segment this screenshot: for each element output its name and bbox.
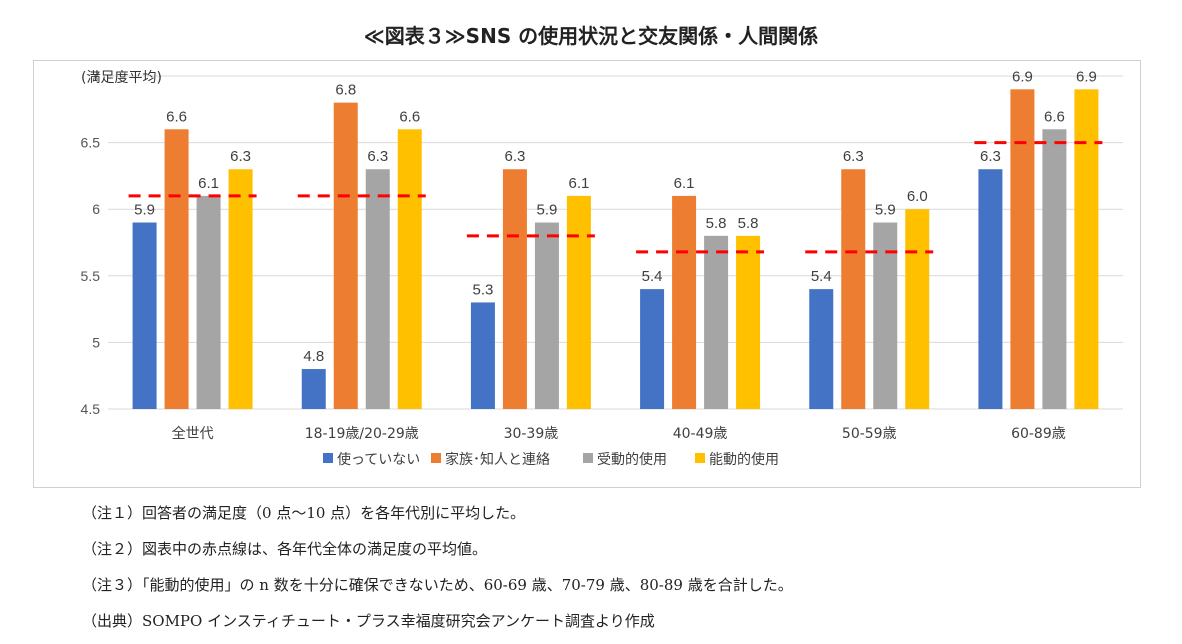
note-3: （注３）「能動的使用」の n 数を十分に確保できないため、60-69 歳、70-… — [82, 576, 793, 594]
bar — [704, 235, 729, 409]
y-tick-label: 7 — [92, 68, 100, 84]
legend-label: 家族･知人と連絡 — [445, 451, 550, 468]
bar — [566, 195, 591, 409]
y-tick-label: 6 — [92, 201, 100, 217]
data-label: 5.4 — [642, 268, 663, 285]
x-tick-label: 30-39歳 — [504, 426, 559, 442]
x-tick-label: 全世代 — [172, 425, 214, 442]
x-tick-label: 60-89歳 — [1011, 426, 1066, 442]
bar — [905, 209, 930, 409]
bar — [365, 169, 390, 409]
data-label: 6.1 — [198, 175, 219, 192]
bar — [640, 289, 665, 409]
bar — [841, 169, 866, 409]
data-label: 5.8 — [738, 215, 759, 232]
data-label: 6.9 — [1012, 68, 1033, 85]
source-note: （出典）SOMPO インスティチュート・プラス幸福度研究会アンケート調査より作成 — [82, 612, 655, 630]
y-tick-label: 4.5 — [81, 401, 101, 417]
bar — [736, 235, 761, 409]
data-label: 6.3 — [230, 148, 251, 165]
data-label: 6.3 — [843, 148, 864, 165]
chart-frame — [33, 60, 1141, 488]
data-label: 5.4 — [811, 268, 832, 285]
bar — [873, 222, 898, 409]
legend-label: 使っていない — [337, 451, 420, 468]
y-axis-label: (満足度平均) — [81, 70, 162, 86]
bar — [809, 289, 834, 409]
bar — [132, 222, 157, 409]
data-label: 5.8 — [706, 215, 727, 232]
bar — [978, 169, 1003, 409]
data-label: 6.6 — [399, 108, 420, 125]
data-label: 6.1 — [568, 175, 589, 192]
chart-title: ≪図表３≫SNS の使用状況と交友関係・人間関係 — [363, 24, 819, 48]
data-label: 6.8 — [335, 82, 356, 99]
data-label: 4.8 — [303, 348, 324, 365]
bar — [502, 169, 527, 409]
bar — [196, 195, 221, 409]
bar — [672, 195, 697, 409]
bar — [1074, 89, 1099, 409]
data-label: 5.9 — [875, 202, 896, 219]
bar-chart: 4.5 5 5.5 6 6.5 7(満足度平均) 5.9 6.6 6.1 6.3 全世代 4.8 6.8… — [81, 68, 1123, 468]
data-label: 6.9 — [1076, 68, 1097, 85]
legend-label: 受動的使用 — [597, 451, 667, 468]
data-label: 6.6 — [1044, 108, 1065, 125]
bar — [1010, 89, 1035, 409]
y-tick-label: 6.5 — [81, 135, 101, 151]
bar — [164, 129, 189, 409]
legend-swatch — [583, 453, 593, 463]
note-2: （注２）図表中の赤点線は、各年代全体の満足度の平均値。 — [82, 540, 488, 558]
legend-label: 能動的使用 — [709, 451, 779, 468]
legend-swatch — [323, 453, 333, 463]
bar — [228, 169, 253, 409]
data-label: 6.1 — [674, 175, 695, 192]
note-1: （注１）回答者の満足度（0 点～10 点）を各年代別に平均した。 — [82, 504, 526, 522]
data-label: 6.3 — [504, 148, 525, 165]
y-tick-label: 5.5 — [81, 268, 101, 284]
data-label: 5.3 — [472, 281, 493, 298]
bar — [470, 302, 495, 409]
data-label: 5.9 — [536, 202, 557, 219]
x-tick-label: 50-59歳 — [842, 426, 897, 442]
bar — [534, 222, 559, 409]
legend-swatch — [431, 453, 441, 463]
bar — [301, 369, 326, 409]
data-label: 6.3 — [367, 148, 388, 165]
bar — [397, 129, 422, 409]
legend-swatch — [695, 453, 705, 463]
data-label: 6.3 — [980, 148, 1001, 165]
data-label: 6.6 — [166, 108, 187, 125]
data-label: 6.0 — [907, 188, 928, 205]
x-tick-label: 40-49歳 — [673, 426, 728, 442]
y-tick-label: 5 — [92, 334, 100, 350]
bar — [1042, 129, 1067, 409]
data-label: 5.9 — [134, 202, 155, 219]
bar — [333, 102, 358, 409]
x-tick-label: 18-19歳/20-29歳 — [305, 426, 419, 442]
